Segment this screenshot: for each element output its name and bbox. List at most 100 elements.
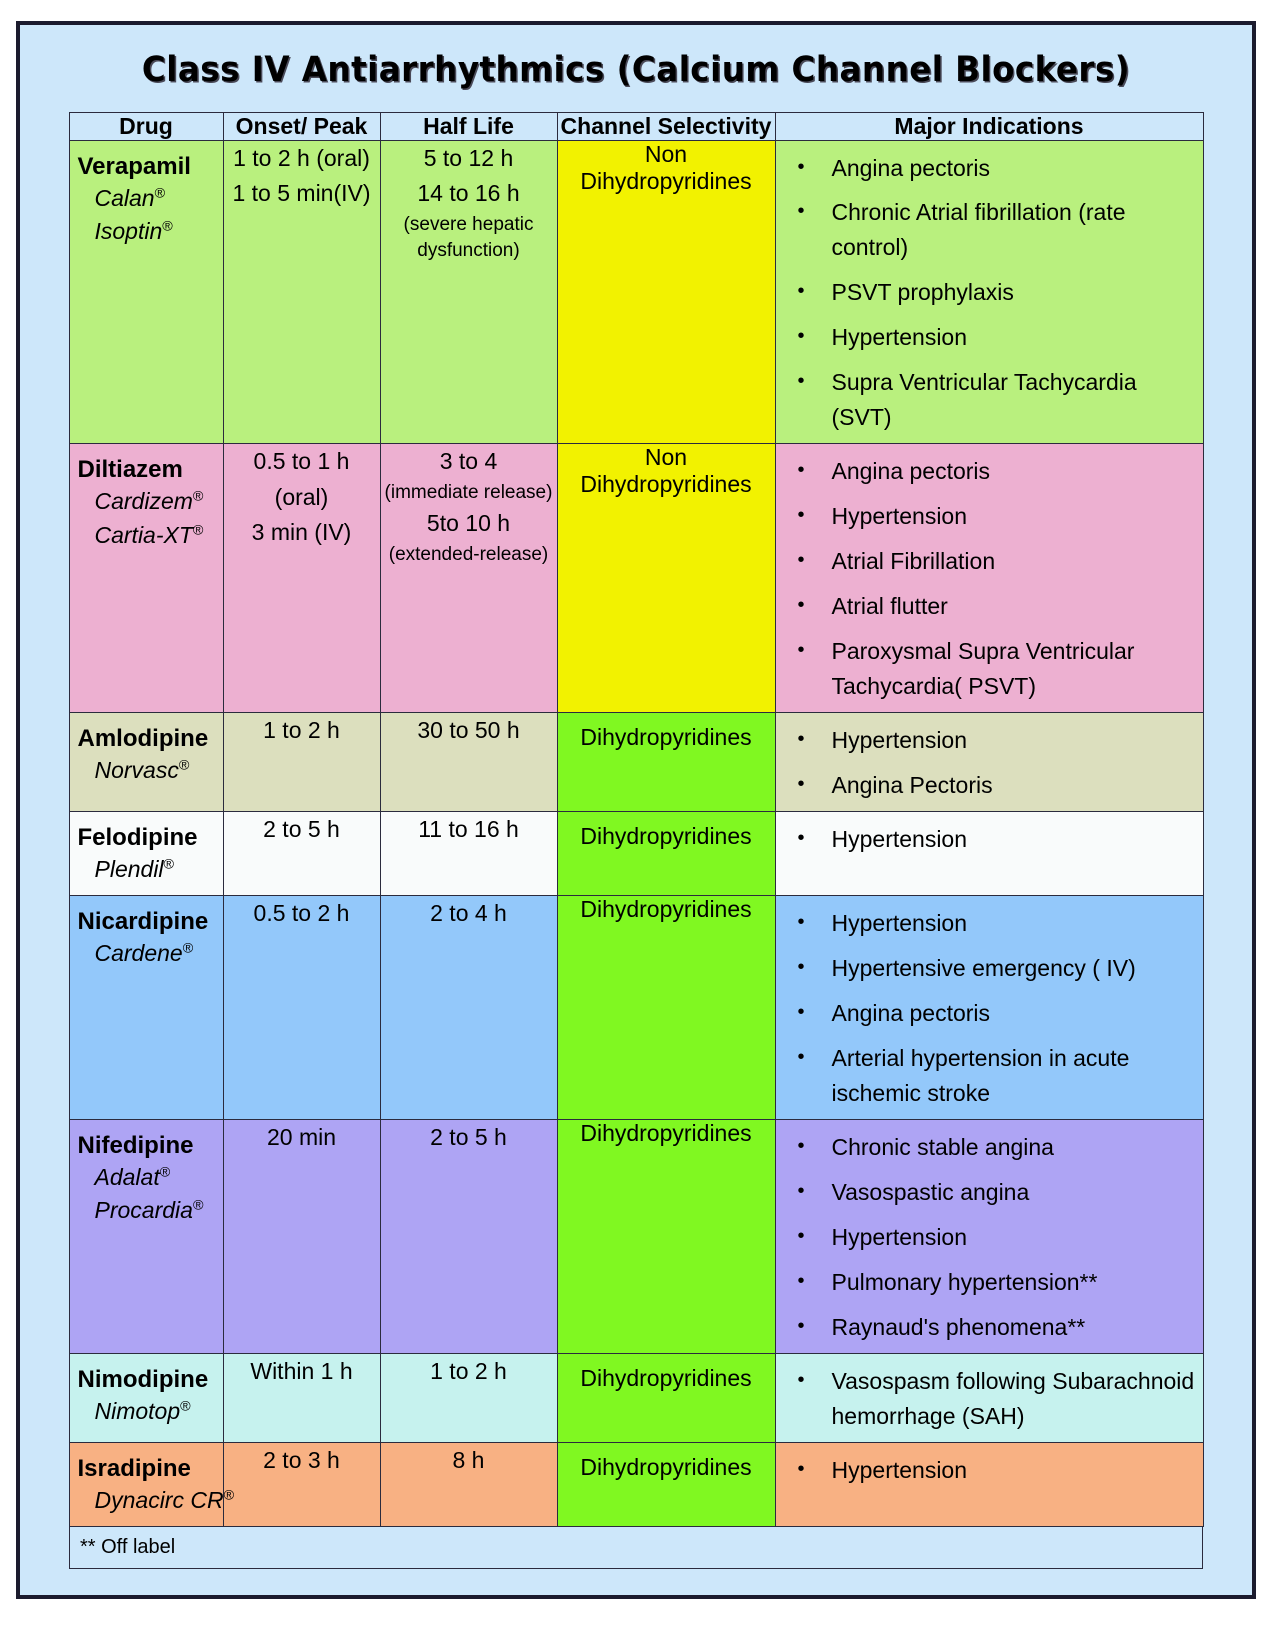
channel-selectivity-cell: Dihydropyridines: [556, 711, 776, 812]
bullet-icon: •: [797, 155, 805, 178]
half-life-note: (severe hepatic: [403, 213, 534, 235]
half-life-line: 5to 10 h: [426, 510, 511, 537]
list-item: • Hypertension: [780, 1453, 1197, 1488]
drug-cell: Nimodipine Nimotop®: [68, 1352, 224, 1443]
drug-name: Felodipine: [77, 823, 198, 851]
channel-selectivity-cell: Dihydropyridines: [556, 1118, 776, 1354]
bullet-icon: •: [797, 549, 805, 572]
brand-name: Adalat®: [94, 1163, 171, 1190]
drug-cell: Diltiazem Cardizem® Cartia-XT®: [68, 443, 224, 713]
list-item: • Hypertension: [780, 320, 1197, 355]
list-item: • Hypertension: [780, 723, 1197, 758]
brand-name: Cartia-XT®: [94, 521, 204, 548]
onset-peak-cell: 20 min: [222, 1118, 381, 1354]
list-item: • Hypertension: [780, 822, 1197, 857]
drug-cell: Isradipine Dynacirc CR®: [68, 1441, 235, 1527]
list-item: • Arterial hypertension in acute ischemic…: [780, 1041, 1197, 1111]
onset-line: 0.5 to 1 h: [253, 448, 350, 475]
drug-table: Drug Onset/ Peak Half Life Channel Selec…: [68, 111, 1204, 1527]
indications-cell: • Hypertension: [774, 1441, 1204, 1527]
table-header-row: Drug Onset/ Peak Half Life Channel Selec…: [68, 111, 1204, 141]
table-row: Amlodipine Norvasc® 1 to 2 h 30 to 50 h …: [68, 711, 1204, 812]
indications-cell: • Chronic stable angina • Vasospastic angi…: [774, 1118, 1204, 1354]
bullet-icon: •: [797, 280, 805, 303]
half-life-line: 8 h: [452, 1446, 485, 1473]
bullet-icon: •: [797, 1046, 805, 1068]
half-life-note: (extended-release): [388, 544, 549, 566]
table-row: Nifedipine Adalat® Procardia® 20 min 2 t…: [68, 1118, 1204, 1354]
drug-name: Isradipine: [77, 1454, 191, 1482]
list-item: • Hypertension: [780, 1220, 1197, 1255]
drug-name: Nimodipine: [77, 1365, 209, 1393]
onset-line: 2 to 5 h: [263, 815, 340, 842]
table-row: Diltiazem Cardizem® Cartia-XT® 0.5 to 1 …: [68, 443, 1204, 713]
brand-name: Plendil®: [94, 855, 175, 882]
column-header-channel-selectivity: Channel Selectivity: [556, 111, 776, 141]
bullet-icon: •: [797, 200, 805, 223]
brand-name: Calan®: [94, 184, 166, 211]
brand-name: Dynacirc CR®: [94, 1486, 235, 1513]
table-row: Isradipine Dynacirc CR® 2 to 3 h 8 h Dih…: [68, 1441, 1204, 1527]
list-item: • PSVT prophylaxis: [780, 275, 1197, 310]
indications-cell: • Vasospasm following Subarachnoid hemorr…: [774, 1352, 1204, 1443]
table-row: Nimodipine Nimotop® Within 1 h 1 to 2 h …: [68, 1352, 1204, 1443]
drug-name: Diltiazem: [77, 456, 183, 484]
list-item: • Chronic Atrial fibrillation (rate contr…: [780, 195, 1197, 265]
indications-cell: • Angina pectoris • Chronic Atrial fibrill…: [774, 139, 1204, 445]
column-header-major-indications: Major Indications: [774, 111, 1204, 141]
list-item: • Hypertension: [780, 499, 1197, 534]
bullet-icon: •: [797, 504, 805, 527]
half-life-line: 11 to 16 h: [418, 815, 519, 842]
bullet-icon: •: [797, 459, 805, 482]
onset-line: 20 min: [266, 1123, 337, 1150]
half-life-note: dysfunction): [417, 240, 520, 262]
drug-name: Nicardipine: [77, 908, 209, 936]
list-item: • Chronic stable angina: [780, 1130, 1197, 1165]
onset-peak-cell: 0.5 to 1 h (oral) 3 min (IV): [222, 443, 381, 713]
brand-name: Procardia®: [94, 1197, 204, 1224]
indications-list: • Angina pectoris • Hypertension • Atrial F…: [776, 444, 1203, 712]
list-item: • Vasospastic angina: [780, 1175, 1197, 1210]
bullet-icon: •: [797, 1224, 805, 1247]
list-item: • Angina pectoris: [780, 454, 1197, 489]
half-life-line: 2 to 4 h: [430, 900, 507, 927]
list-item: • Angina pectoris: [780, 151, 1197, 186]
bullet-icon: •: [797, 1269, 805, 1292]
onset-peak-cell: 2 to 3 h: [222, 1441, 381, 1527]
onset-line: 1 to 2 h (oral): [233, 144, 370, 171]
half-life-line: 2 to 5 h: [430, 1123, 507, 1150]
page-title: Class IV Antiarrhythmics (Calcium Channe…: [141, 50, 1131, 90]
brand-name: Norvasc®: [94, 756, 190, 783]
half-life-line: 30 to 50 h: [417, 716, 520, 743]
half-life-cell: 1 to 2 h: [379, 1352, 558, 1443]
list-item: • Angina Pectoris: [780, 768, 1197, 803]
onset-peak-cell: 1 to 2 h: [222, 711, 381, 812]
drug-cell: Amlodipine Norvasc®: [68, 711, 224, 812]
channel-selectivity-cell: Dihydropyridines: [556, 1352, 776, 1443]
column-header-onset-peak: Onset/ Peak: [222, 111, 381, 141]
bullet-icon: •: [797, 1368, 805, 1391]
indications-list: • Vasospasm following Subarachnoid hemorr…: [776, 1354, 1203, 1442]
half-life-cell: 30 to 50 h: [379, 711, 558, 812]
drug-name: Amlodipine: [77, 724, 209, 752]
list-item: • Hypertension: [780, 906, 1197, 941]
bullet-icon: •: [797, 1134, 805, 1157]
onset-line: 1 to 2 h: [263, 716, 340, 743]
footnote: ** Off label: [69, 1526, 1203, 1569]
bullet-icon: •: [797, 1314, 805, 1337]
column-header-half-life: Half Life: [379, 111, 558, 141]
indications-cell: • Hypertension: [774, 810, 1204, 897]
onset-peak-cell: Within 1 h: [222, 1352, 381, 1443]
bullet-icon: •: [797, 956, 805, 979]
bullet-icon: •: [797, 727, 805, 750]
bullet-icon: •: [797, 911, 805, 934]
list-item: • Hypertensive emergency ( IV): [780, 951, 1197, 986]
table-row: Verapamil Calan® Isoptin® 1 to 2 h (oral…: [68, 139, 1204, 445]
half-life-line: 14 to 16 h: [417, 180, 520, 207]
channel-selectivity-cell: Dihydropyridines: [556, 1441, 776, 1527]
table-row: Felodipine Plendil® 2 to 5 h 11 to 16 h …: [68, 810, 1204, 897]
indications-list: • Chronic stable angina • Vasospastic angi…: [776, 1120, 1203, 1353]
onset-line: (oral): [274, 483, 329, 510]
drug-name: Nifedipine: [77, 1131, 194, 1159]
drug-cell: Felodipine Plendil®: [68, 810, 224, 897]
